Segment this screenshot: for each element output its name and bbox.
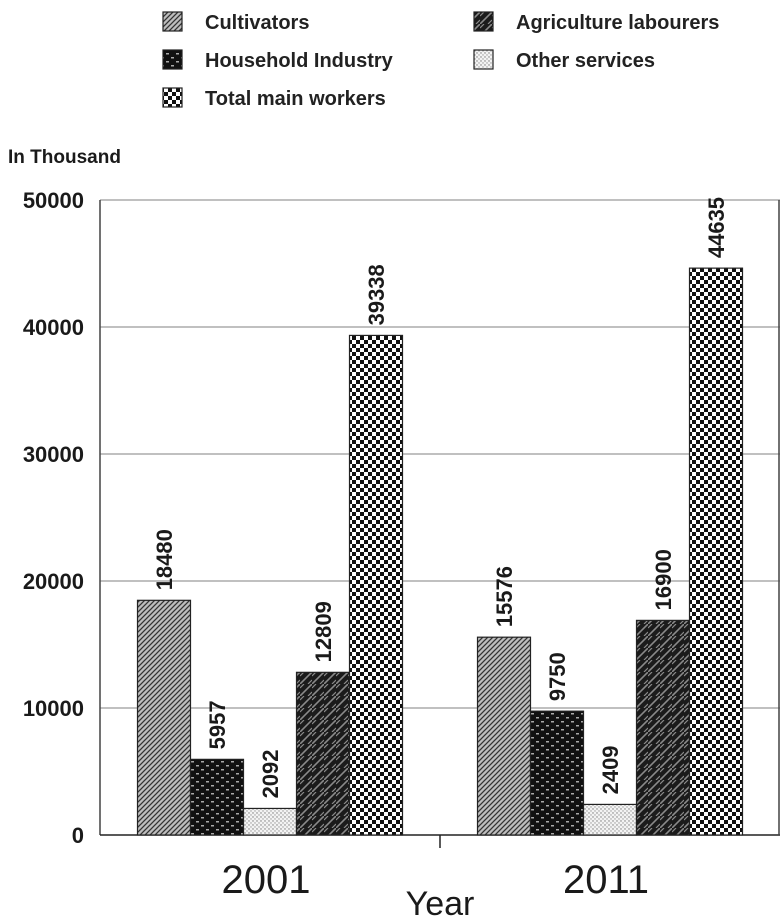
bar-other-services-2011 — [582, 803, 638, 836]
y-tick-label: 50000 — [23, 188, 84, 213]
x-tick-label: 2011 — [563, 858, 649, 902]
legend-item-household-industry: Household Industry — [162, 49, 394, 72]
bar-agriculture-labourers-2011 — [635, 619, 691, 836]
legend-item-agriculture-labourers: Agriculture labourers — [473, 11, 719, 34]
bar-household-industry-2001 — [189, 758, 245, 836]
legend-label: Total main workers — [205, 88, 386, 110]
legend: Cultivators Agriculture labourers Househol… — [162, 11, 719, 110]
legend-swatch — [473, 49, 494, 70]
data-label-other-services-2001: 2092 — [258, 749, 283, 798]
x-axis: 2001 2011 — [222, 858, 650, 902]
data-label-cultivators-2011: 15576 — [492, 566, 517, 627]
bar-total-main-workers-2001 — [348, 334, 404, 836]
bar-cultivators-2001 — [136, 599, 192, 836]
legend-label: Agriculture labourers — [516, 12, 719, 34]
bar-household-industry-2011 — [529, 710, 585, 836]
data-label-household-industry-2011: 9750 — [545, 652, 570, 701]
data-label-cultivators-2001: 18480 — [152, 529, 177, 590]
data-label-other-services-2011: 2409 — [598, 745, 623, 794]
data-label-agriculture-labourers-2011: 16900 — [651, 549, 676, 610]
y-axis: 0 10000 20000 30000 40000 50000 — [23, 188, 84, 848]
bars — [136, 267, 744, 836]
legend-item-other-services: Other services — [473, 49, 655, 72]
bar-cultivators-2011 — [476, 636, 532, 836]
legend-item-total-main-workers: Total main workers — [162, 87, 386, 110]
legend-swatch — [162, 11, 183, 32]
legend-label: Household Industry — [205, 50, 394, 72]
legend-label: Other services — [516, 50, 655, 72]
y-tick-label: 30000 — [23, 442, 84, 467]
x-axis-title: Year — [406, 885, 475, 921]
bar-other-services-2001 — [242, 807, 298, 836]
x-tick-label: 2001 — [222, 858, 311, 902]
y-tick-label: 10000 — [23, 696, 84, 721]
y-tick-label: 0 — [72, 823, 84, 848]
data-label-total-main-workers-2011: 44635 — [704, 197, 729, 258]
y-tick-label: 40000 — [23, 315, 84, 340]
y-tick-label: 20000 — [23, 569, 84, 594]
legend-swatch — [162, 49, 183, 70]
data-label-household-industry-2001: 5957 — [205, 700, 230, 749]
legend-label: Cultivators — [205, 12, 309, 34]
data-label-total-main-workers-2001: 39338 — [364, 264, 389, 325]
bar-agriculture-labourers-2001 — [295, 671, 351, 836]
legend-swatch — [473, 11, 494, 32]
data-label-agriculture-labourers-2001: 12809 — [311, 601, 336, 662]
bar-total-main-workers-2011 — [688, 267, 744, 836]
legend-item-cultivators: Cultivators — [162, 11, 309, 34]
data-labels: 18480 5957 2092 12809 39338 15576 9750 2409 1690… — [152, 197, 729, 798]
y-unit-label: In Thousand — [8, 147, 121, 168]
legend-swatch — [162, 87, 183, 108]
